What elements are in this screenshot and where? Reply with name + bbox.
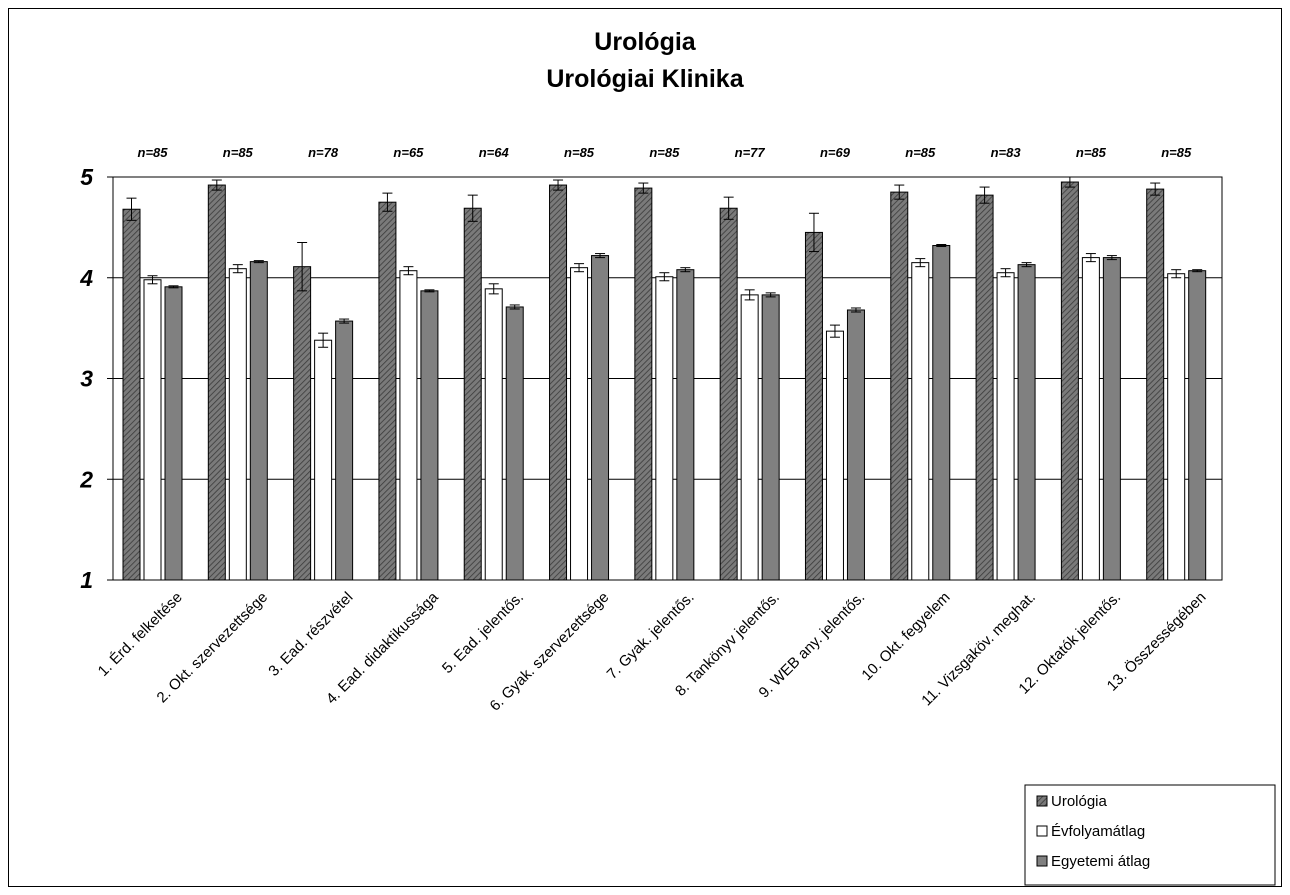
n-label: n=85: [1076, 145, 1107, 160]
bar: [846, 309, 865, 581]
bar: [505, 306, 524, 581]
bar: [207, 184, 226, 581]
x-tick-label: 5. Ead. jelentős.: [439, 589, 527, 677]
bar: [463, 207, 482, 581]
bar: [570, 267, 589, 581]
bar: [399, 270, 418, 581]
bar: [143, 279, 162, 581]
y-tick-label: 1: [80, 567, 93, 593]
y-tick-label: 4: [79, 265, 93, 291]
x-tick-label: 7. Gyak. jelentős.: [604, 589, 698, 683]
legend-label: Urológia: [1051, 793, 1108, 810]
legend-swatch: [1036, 855, 1048, 867]
bar: [591, 255, 610, 581]
bar: [228, 268, 247, 581]
bar: [249, 261, 268, 581]
y-tick-label: 3: [80, 366, 93, 392]
bar: [1167, 273, 1186, 581]
n-label: n=85: [905, 145, 936, 160]
bar: [1081, 257, 1100, 581]
x-tick-label: 3. Ead. részvétel: [265, 589, 356, 680]
n-label: n=85: [138, 145, 169, 160]
n-label: n=85: [1161, 145, 1192, 160]
bar: [975, 194, 994, 581]
y-tick-label: 5: [80, 164, 94, 190]
bar: [634, 187, 653, 581]
bar: [335, 320, 354, 581]
n-label: n=65: [393, 145, 424, 160]
legend-swatch: [1036, 825, 1048, 837]
bar: [549, 184, 568, 581]
bar: [996, 272, 1015, 581]
n-label: n=85: [564, 145, 595, 160]
chart-subtitle: Urológiai Klinika: [546, 65, 744, 93]
legend-label: Évfolyamátlag: [1051, 823, 1145, 840]
bar: [484, 288, 503, 581]
n-label: n=78: [308, 145, 339, 160]
bar: [740, 294, 759, 581]
bar: [1188, 270, 1207, 581]
bar: [676, 269, 695, 581]
n-label: n=77: [735, 145, 766, 160]
bar: [1017, 264, 1036, 581]
bar: [761, 294, 780, 581]
n-label: n=85: [649, 145, 680, 160]
bar: [804, 231, 823, 581]
bar: [420, 290, 439, 581]
y-tick-label: 2: [79, 466, 93, 492]
n-label: n=64: [479, 145, 510, 160]
bar: [911, 262, 930, 581]
bar: [932, 245, 951, 581]
bar: [122, 208, 141, 581]
legend-label: Egyetemi átlag: [1051, 853, 1150, 870]
n-label: n=69: [820, 145, 851, 160]
bar: [314, 339, 333, 581]
bar: [890, 191, 909, 581]
bar: [378, 201, 397, 581]
bar: [719, 207, 738, 581]
n-label: n=85: [223, 145, 254, 160]
bar: [825, 330, 844, 581]
legend-swatch: [1036, 795, 1048, 807]
bar: [1102, 257, 1121, 581]
n-label: n=83: [991, 145, 1022, 160]
bar: [164, 286, 183, 581]
bar: [1146, 188, 1165, 581]
legend: Urológia Évfolyamátlag Egyetemi átlag: [1024, 784, 1276, 886]
x-tick-label: 1. Érd. felkeltése: [95, 589, 186, 680]
bar: [1060, 181, 1079, 581]
chart-title: Urológia: [594, 28, 696, 56]
legend-box: [1024, 784, 1276, 886]
bar: [293, 266, 312, 581]
x-tick-label: 10. Okt. fegyelem: [858, 589, 953, 684]
bar: [655, 276, 674, 581]
